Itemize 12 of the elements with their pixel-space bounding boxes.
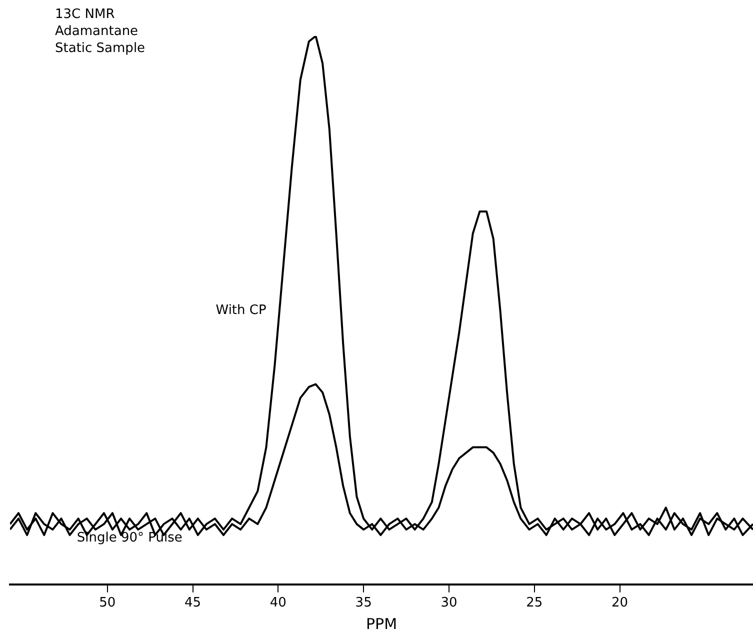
x-tick-label: 40: [270, 596, 286, 611]
x-tick-label: 50: [99, 596, 116, 611]
annotation: Adamantane: [55, 24, 138, 39]
x-axis-title: PPM: [366, 614, 398, 633]
series-label: With CP: [216, 303, 266, 318]
x-tick-label: 35: [355, 596, 372, 611]
annotation: Static Sample: [55, 40, 146, 56]
x-tick-label: 45: [184, 596, 202, 611]
x-tick-label: 30: [440, 596, 458, 611]
x-tick-label: 25: [526, 596, 543, 611]
text: 13C NMR: [55, 6, 115, 22]
x-tick-label: 20: [612, 596, 628, 611]
